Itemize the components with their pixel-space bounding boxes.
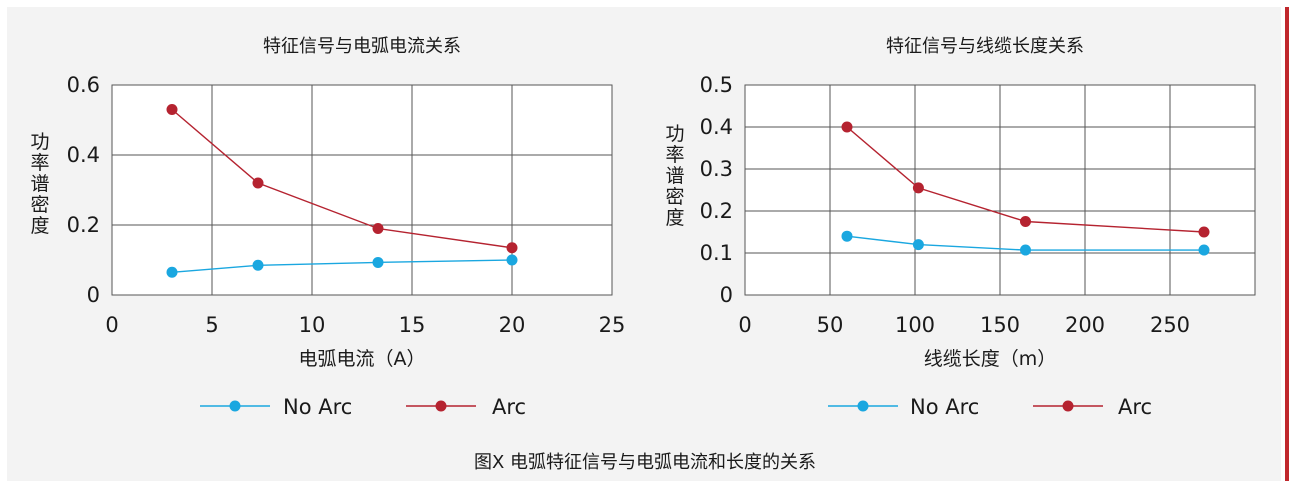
chart-2-series-arc-point xyxy=(1020,216,1031,227)
chart-1-series-arc-point xyxy=(252,177,264,189)
chart-2-x-tick-label: 100 xyxy=(895,313,935,337)
chart-2-y-tick-label: 0.2 xyxy=(700,199,733,223)
chart-1-x-tick-label: 15 xyxy=(399,313,426,337)
chart-2-x-tick-label: 150 xyxy=(980,313,1020,337)
chart-2-y-tick-label: 0.4 xyxy=(700,115,733,139)
chart-2-series-no-arc-point xyxy=(1198,244,1210,256)
chart-2-series-no-arc-point xyxy=(912,239,924,251)
chart-2-series-no-arc-point xyxy=(1020,244,1031,256)
chart-1-series-no-arc-point xyxy=(506,254,518,266)
chart-2-x-axis-label: 线缆长度（m） xyxy=(924,348,1057,370)
chart-2-x-tick-label: 200 xyxy=(1065,313,1105,337)
chart-2-legend-no-arc-label: No Arc xyxy=(910,395,979,419)
chart-1-series-arc-line xyxy=(171,108,513,249)
chart-1-series-no-arc-line xyxy=(171,259,513,273)
chart-1-series-arc-point xyxy=(372,223,384,234)
chart-2-x-tick-label: 250 xyxy=(1150,313,1190,337)
chart-1-legend-arc-marker xyxy=(435,400,447,412)
chart-2-legend-arc-label: Arc xyxy=(1118,395,1152,419)
chart-1-x-tick-label: 20 xyxy=(499,313,526,337)
chart-1-x-tick-label: 25 xyxy=(599,313,626,337)
chart-1: 特征信号与电弧电流关系 00.20.40.6 0 5 10 15 20 25 功率谱密度 … xyxy=(30,36,625,419)
chart-2-series-no-arc-point xyxy=(841,230,853,242)
chart-2-legend-arc-marker xyxy=(1062,400,1074,412)
chart-2-series-no-arc-line xyxy=(846,235,1204,251)
chart-2-legend-no-arc-marker xyxy=(857,400,869,412)
chart-1-series-arc-point xyxy=(166,104,178,115)
chart-1-x-axis-label: 电弧电流（A） xyxy=(299,348,426,370)
chart-1-series-no-arc-point xyxy=(372,256,384,268)
figure-caption: 图X 电弧特征信号与电弧电流和长度的关系 xyxy=(474,452,816,473)
chart-1-y-tick-label: 0.2 xyxy=(67,213,100,237)
accent-bar xyxy=(1285,7,1289,481)
chart-1-y-ticks: 0 0.2 0.4 0.6 xyxy=(67,73,100,307)
chart-1-plot-area xyxy=(111,84,613,296)
chart-2-series-arc-point xyxy=(841,121,853,133)
chart-2-y-axis-label: 功率谱密度 xyxy=(665,123,684,229)
chart-1-x-ticks: 0 5 10 15 20 25 xyxy=(105,313,625,337)
chart-1-legend-arc-label: Arc xyxy=(492,395,526,419)
chart-1-grid xyxy=(112,85,612,295)
chart-2-x-ticks: 0 50 100 150 200 250 xyxy=(738,313,1190,337)
chart-2-x-tick-label: 0 xyxy=(738,313,751,337)
chart-1-y-axis-label: 功率谱密度 xyxy=(30,131,49,237)
chart-1-x-tick-label: 5 xyxy=(205,313,218,337)
chart-2-title: 特征信号与线缆长度关系 xyxy=(886,36,1084,57)
chart-1-x-tick-label: 0 xyxy=(105,313,118,337)
chart-2-series-arc-line xyxy=(846,126,1205,233)
chart-1-series-no-arc-point xyxy=(166,266,178,278)
chart-1-title: 特征信号与电弧电流关系 xyxy=(263,36,461,57)
chart-2-y-ticks: 0 0.1 0.2 0.3 0.4 0.5 xyxy=(700,73,733,307)
chart-2: 特征信号与线缆长度关系 0 0.1 0.2 0.3 0.4 0.5 0 50 100 150 20… xyxy=(665,36,1256,419)
chart-2-series-arc-point xyxy=(1198,226,1210,238)
chart-2-y-tick-label: 0.5 xyxy=(700,73,733,97)
chart-2-y-tick-label: 0 xyxy=(720,283,733,307)
chart-1-legend-no-arc-marker xyxy=(229,400,241,412)
chart-1-series-no-arc-point xyxy=(252,259,264,271)
chart-1-y-tick-label: 0 xyxy=(87,283,100,307)
chart-1-y-tick-label: 0.6 xyxy=(67,73,100,97)
chart-2-series-arc-point xyxy=(912,182,924,194)
chart-2-x-tick-label: 50 xyxy=(817,313,844,337)
chart-1-series-arc-point xyxy=(506,242,518,254)
chart-2-y-tick-label: 0.3 xyxy=(700,157,733,181)
chart-2-y-tick-label: 0.1 xyxy=(700,241,733,265)
chart-1-y-tick-label: 0.4 xyxy=(67,143,100,167)
chart-1-x-tick-label: 10 xyxy=(299,313,326,337)
chart-1-legend-no-arc-label: No Arc xyxy=(283,395,352,419)
chart-1-series xyxy=(166,104,518,278)
chart-2-grid xyxy=(745,85,1255,295)
chart-2-legend: No Arc Arc xyxy=(828,395,1152,419)
chart-1-legend: No Arc Arc xyxy=(200,395,526,419)
chart-2-series xyxy=(841,121,1210,256)
